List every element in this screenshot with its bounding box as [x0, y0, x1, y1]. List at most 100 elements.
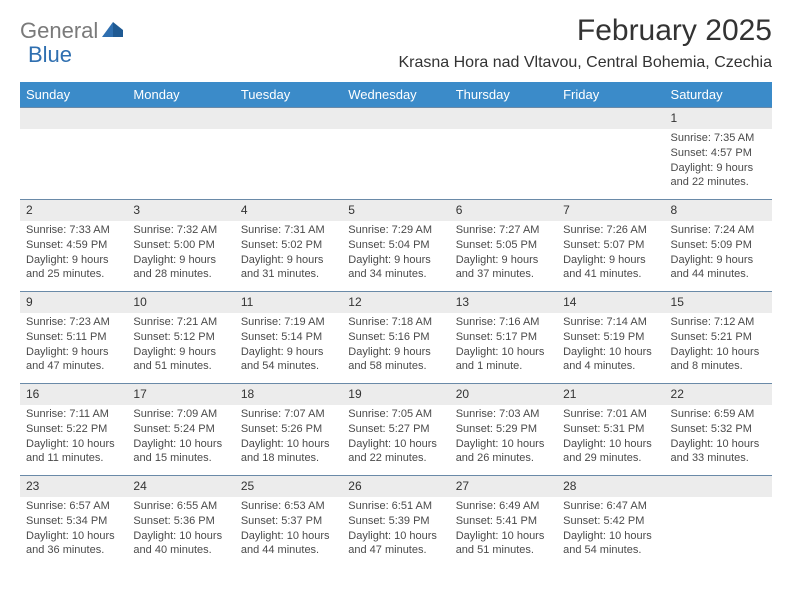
- day-number: 22: [665, 384, 772, 406]
- day-cell: Sunrise: 7:07 AMSunset: 5:26 PMDaylight:…: [235, 405, 342, 476]
- weekday-sunday: Sunday: [20, 82, 127, 108]
- day-number: [342, 108, 449, 130]
- location-subtitle: Krasna Hora nad Vltavou, Central Bohemia…: [398, 54, 772, 72]
- day-number: [235, 108, 342, 130]
- day-data-row: Sunrise: 6:57 AMSunset: 5:34 PMDaylight:…: [20, 497, 772, 567]
- daylight-text: Daylight: 10 hours: [671, 438, 766, 452]
- day-data-row: Sunrise: 7:11 AMSunset: 5:22 PM Daylight:…: [20, 405, 772, 476]
- daylight-text: and 36 minutes.: [26, 544, 121, 558]
- day-cell: Sunrise: 7:32 AMSunset: 5:00 PMDaylight:…: [127, 221, 234, 292]
- daylight-text: and 44 minutes.: [241, 544, 336, 558]
- sunrise-text: Sunrise: 6:53 AM: [241, 500, 336, 514]
- daylight-text: and 4 minutes.: [563, 360, 658, 374]
- sunset-text: Sunset: 5:02 PM: [241, 239, 336, 253]
- weekday-monday: Monday: [127, 82, 234, 108]
- daylight-text: and 1 minute.: [456, 360, 551, 374]
- daylight-text: and 37 minutes.: [456, 268, 551, 282]
- sunset-text: Sunset: 5:07 PM: [563, 239, 658, 253]
- calendar-page: General February 2025 Krasna Hora nad Vl…: [0, 0, 792, 577]
- sunrise-text: Sunrise: 7:11 AM: [26, 408, 121, 422]
- daylight-text: and 47 minutes.: [26, 360, 121, 374]
- daylight-text: and 15 minutes.: [133, 452, 228, 466]
- day-cell: Sunrise: 7:09 AMSunset: 5:24 PMDaylight:…: [127, 405, 234, 476]
- day-number: 6: [450, 200, 557, 222]
- sunrise-text: Sunrise: 6:47 AM: [563, 500, 658, 514]
- sunrise-text: Sunrise: 7:32 AM: [133, 224, 228, 238]
- sunrise-text: Sunrise: 7:27 AM: [456, 224, 551, 238]
- day-cell: Sunrise: 7:24 AMSunset: 5:09 PMDaylight:…: [665, 221, 772, 292]
- sunrise-text: Sunrise: 7:29 AM: [348, 224, 443, 238]
- day-cell: Sunrise: 7:33 AMSunset: 4:59 PMDaylight:…: [20, 221, 127, 292]
- day-cell: Sunrise: 7:11 AMSunset: 5:22 PMDaylight:…: [20, 405, 127, 476]
- weekday-thursday: Thursday: [450, 82, 557, 108]
- daylight-text: Daylight: 10 hours: [348, 438, 443, 452]
- sunset-text: Sunset: 5:37 PM: [241, 515, 336, 529]
- sunrise-text: Sunrise: 7:05 AM: [348, 408, 443, 422]
- logo: General: [20, 14, 126, 44]
- day-number: 1: [665, 108, 772, 130]
- day-cell: Sunrise: 7:14 AMSunset: 5:19 PMDaylight:…: [557, 313, 664, 384]
- sunrise-text: Sunrise: 6:49 AM: [456, 500, 551, 514]
- sunset-text: Sunset: 5:31 PM: [563, 423, 658, 437]
- day-cell: Sunrise: 7:05 AMSunset: 5:27 PMDaylight:…: [342, 405, 449, 476]
- sunset-text: Sunset: 5:17 PM: [456, 331, 551, 345]
- logo-mark-icon: [102, 20, 124, 43]
- day-number: [20, 108, 127, 130]
- weekday-friday: Friday: [557, 82, 664, 108]
- sunset-text: Sunset: 5:11 PM: [26, 331, 121, 345]
- day-cell: [235, 129, 342, 200]
- day-number: 24: [127, 476, 234, 498]
- day-cell: Sunrise: 6:49 AMSunset: 5:41 PMDaylight:…: [450, 497, 557, 567]
- sunset-text: Sunset: 5:21 PM: [671, 331, 766, 345]
- day-data-row: Sunrise: 7:33 AMSunset: 4:59 PMDaylight:…: [20, 221, 772, 292]
- day-number: 4: [235, 200, 342, 222]
- day-cell: Sunrise: 7:23 AMSunset: 5:11 PMDaylight:…: [20, 313, 127, 384]
- day-number: 7: [557, 200, 664, 222]
- day-number: 28: [557, 476, 664, 498]
- daylight-text: and 51 minutes.: [456, 544, 551, 558]
- sunrise-text: Sunrise: 6:55 AM: [133, 500, 228, 514]
- day-cell: Sunrise: 6:51 AMSunset: 5:39 PMDaylight:…: [342, 497, 449, 567]
- sunset-text: Sunset: 5:19 PM: [563, 331, 658, 345]
- sunset-text: Sunset: 5:05 PM: [456, 239, 551, 253]
- sunrise-text: Sunrise: 7:24 AM: [671, 224, 766, 238]
- daylight-text: Daylight: 10 hours: [563, 438, 658, 452]
- day-cell: [20, 129, 127, 200]
- day-number: [127, 108, 234, 130]
- day-number: 12: [342, 292, 449, 314]
- day-cell: Sunrise: 7:27 AMSunset: 5:05 PMDaylight:…: [450, 221, 557, 292]
- day-cell: [342, 129, 449, 200]
- day-number: 10: [127, 292, 234, 314]
- daylight-text: and 54 minutes.: [563, 544, 658, 558]
- daynum-row: 1: [20, 108, 772, 130]
- day-number: [557, 108, 664, 130]
- day-number: 17: [127, 384, 234, 406]
- daylight-text: Daylight: 10 hours: [671, 346, 766, 360]
- day-number: 14: [557, 292, 664, 314]
- day-number: [665, 476, 772, 498]
- day-cell: Sunrise: 7:29 AMSunset: 5:04 PMDaylight:…: [342, 221, 449, 292]
- daynum-row: 232425262728: [20, 476, 772, 498]
- logo-text-blue-wrap: Blue: [28, 42, 72, 68]
- sunrise-text: Sunrise: 7:31 AM: [241, 224, 336, 238]
- sunset-text: Sunset: 5:39 PM: [348, 515, 443, 529]
- sunrise-text: Sunrise: 7:23 AM: [26, 316, 121, 330]
- logo-text-general: General: [20, 18, 98, 44]
- daylight-text: Daylight: 10 hours: [133, 530, 228, 544]
- sunrise-text: Sunrise: 7:03 AM: [456, 408, 551, 422]
- day-number: 18: [235, 384, 342, 406]
- day-number: 3: [127, 200, 234, 222]
- daylight-text: and 28 minutes.: [133, 268, 228, 282]
- daylight-text: and 51 minutes.: [133, 360, 228, 374]
- day-number: 20: [450, 384, 557, 406]
- daylight-text: and 18 minutes.: [241, 452, 336, 466]
- sunset-text: Sunset: 5:22 PM: [26, 423, 121, 437]
- day-cell: Sunrise: 7:01 AMSunset: 5:31 PMDaylight:…: [557, 405, 664, 476]
- day-cell: Sunrise: 7:31 AMSunset: 5:02 PMDaylight:…: [235, 221, 342, 292]
- daylight-text: Daylight: 9 hours: [456, 254, 551, 268]
- daylight-text: Daylight: 10 hours: [456, 346, 551, 360]
- day-data-row: Sunrise: 7:35 AMSunset: 4:57 PMDaylight:…: [20, 129, 772, 200]
- sunset-text: Sunset: 5:04 PM: [348, 239, 443, 253]
- day-number: 13: [450, 292, 557, 314]
- day-cell: Sunrise: 7:35 AMSunset: 4:57 PMDaylight:…: [665, 129, 772, 200]
